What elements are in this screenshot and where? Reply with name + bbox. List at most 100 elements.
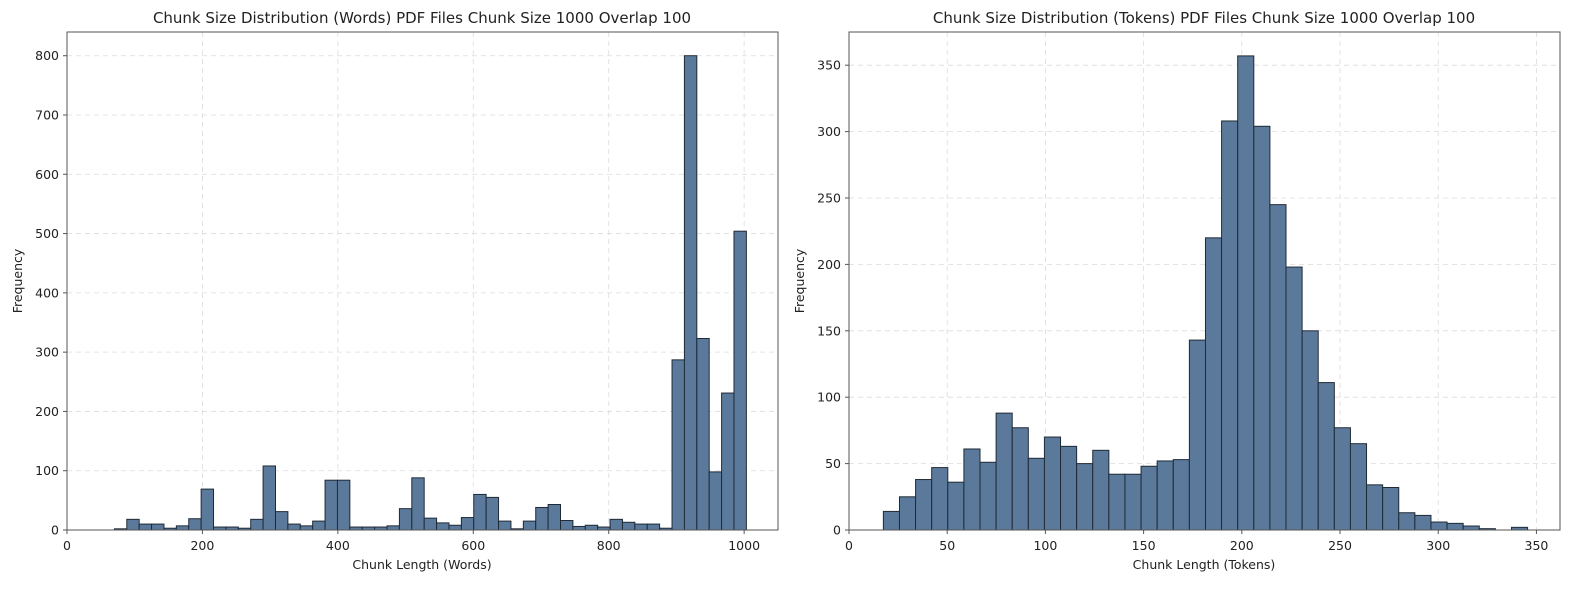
tokens-bar	[1011, 427, 1029, 531]
tokens-bar	[1462, 525, 1480, 531]
words-bar	[287, 523, 301, 531]
words-bar	[200, 488, 215, 531]
tokens-bar	[1285, 266, 1303, 531]
words-bar	[498, 520, 512, 531]
tokens-y-tick-label: 300	[817, 124, 841, 139]
words-bar	[250, 518, 264, 531]
words-y-tick-label: 800	[35, 48, 59, 63]
tokens-bar	[1398, 512, 1416, 531]
words-bar	[473, 493, 487, 531]
tokens-x-tick-label: 0	[845, 538, 853, 553]
tokens-bar	[1043, 436, 1062, 531]
tokens-bar	[898, 496, 917, 531]
tokens-x-tick-label: 350	[1525, 538, 1549, 553]
words-x-tick-label: 200	[190, 538, 214, 553]
words-y-ticks: 0 100 200 300 400 500 600 700 800	[35, 48, 67, 538]
words-bar	[126, 518, 140, 531]
words-bar	[708, 471, 723, 531]
words-bar	[572, 525, 586, 531]
words-y-tick-label: 400	[35, 285, 59, 300]
words-y-tick-label: 700	[35, 108, 59, 123]
tokens-x-tick-label: 150	[1132, 538, 1156, 553]
words-bar	[151, 523, 165, 531]
tokens-x-tick-label: 200	[1230, 538, 1254, 553]
tokens-bar	[1221, 120, 1239, 531]
words-x-tick-label: 400	[326, 538, 350, 553]
tokens-bar	[1430, 521, 1448, 531]
tokens-bar	[1124, 473, 1142, 531]
tokens-x-tick-label: 250	[1328, 538, 1352, 553]
tokens-bar	[1092, 449, 1110, 531]
tokens-bar	[1253, 125, 1271, 531]
tokens-bar	[1366, 484, 1384, 531]
words-bar	[671, 359, 685, 531]
tokens-y-tick-label: 250	[817, 191, 841, 206]
words-bar	[436, 522, 450, 531]
tokens-histogram: Chunk Size Distribution (Tokens) PDF Fil…	[792, 9, 1561, 572]
tokens-bar	[963, 448, 981, 531]
words-bar	[411, 477, 425, 531]
tokens-bar	[979, 461, 997, 531]
tokens-y-ticks: 0 50 100 150 200 250 300 350	[817, 58, 849, 538]
tokens-bar	[1027, 457, 1045, 531]
words-bar	[423, 517, 438, 531]
words-bar	[386, 525, 400, 531]
words-bar	[188, 518, 202, 531]
tokens-bar	[1414, 514, 1432, 531]
words-y-tick-label: 300	[35, 345, 59, 360]
tokens-bar	[1349, 443, 1368, 531]
words-y-tick-label: 500	[35, 226, 59, 241]
words-bar	[683, 55, 698, 531]
tokens-bar	[1446, 522, 1464, 531]
words-bar	[485, 496, 500, 531]
tokens-x-axis-label: Chunk Length (Tokens)	[1133, 557, 1276, 572]
words-x-tick-label: 1000	[728, 538, 760, 553]
words-chart-title: Chunk Size Distribution (Words) PDF File…	[153, 9, 691, 27]
tokens-x-tick-label: 50	[939, 538, 955, 553]
words-bar	[696, 338, 710, 531]
tokens-bar	[1188, 339, 1206, 531]
tokens-bar	[1382, 487, 1400, 531]
words-bar	[646, 523, 661, 531]
words-histogram: Chunk Size Distribution (Words) PDF File…	[10, 9, 779, 572]
tokens-bar	[1172, 459, 1190, 531]
words-bar	[609, 518, 623, 531]
tokens-x-ticks: 0 50 100 150 200 250 300 350	[845, 530, 1548, 553]
words-y-tick-label: 100	[35, 463, 59, 478]
words-bar	[460, 517, 475, 531]
tokens-bar	[1237, 55, 1255, 531]
tokens-bar	[947, 481, 965, 531]
tokens-bar	[1140, 465, 1158, 531]
tokens-bar	[1108, 473, 1126, 531]
words-bar	[274, 511, 289, 531]
words-bar	[312, 520, 326, 531]
tokens-bar	[1204, 237, 1223, 531]
tokens-bar	[1269, 204, 1287, 531]
words-bar	[448, 524, 462, 531]
tokens-plot-frame	[848, 31, 1561, 531]
words-bar	[336, 479, 351, 531]
tokens-x-tick-label: 300	[1426, 538, 1450, 553]
words-bar	[262, 465, 276, 531]
tokens-chart-title: Chunk Size Distribution (Tokens) PDF Fil…	[933, 9, 1475, 27]
words-bar	[621, 521, 636, 531]
words-bar	[584, 524, 599, 531]
words-bar	[721, 392, 735, 531]
tokens-y-tick-label: 350	[817, 58, 841, 73]
words-y-tick-label: 0	[51, 523, 59, 538]
words-y-axis-label: Frequency	[10, 248, 25, 313]
tokens-bar	[995, 412, 1013, 531]
words-x-tick-label: 0	[63, 538, 71, 553]
words-x-ticks: 0 200 400 600 800 1000	[63, 530, 760, 553]
tokens-bar	[931, 467, 949, 531]
words-bar	[634, 523, 648, 531]
words-bar	[535, 506, 549, 531]
tokens-bar	[1317, 382, 1335, 531]
tokens-bar	[915, 479, 933, 531]
words-bar	[138, 523, 153, 531]
words-bar	[547, 504, 562, 531]
words-x-axis-label: Chunk Length (Words)	[352, 557, 491, 572]
words-x-tick-label: 600	[461, 538, 485, 553]
words-bar	[324, 479, 338, 531]
